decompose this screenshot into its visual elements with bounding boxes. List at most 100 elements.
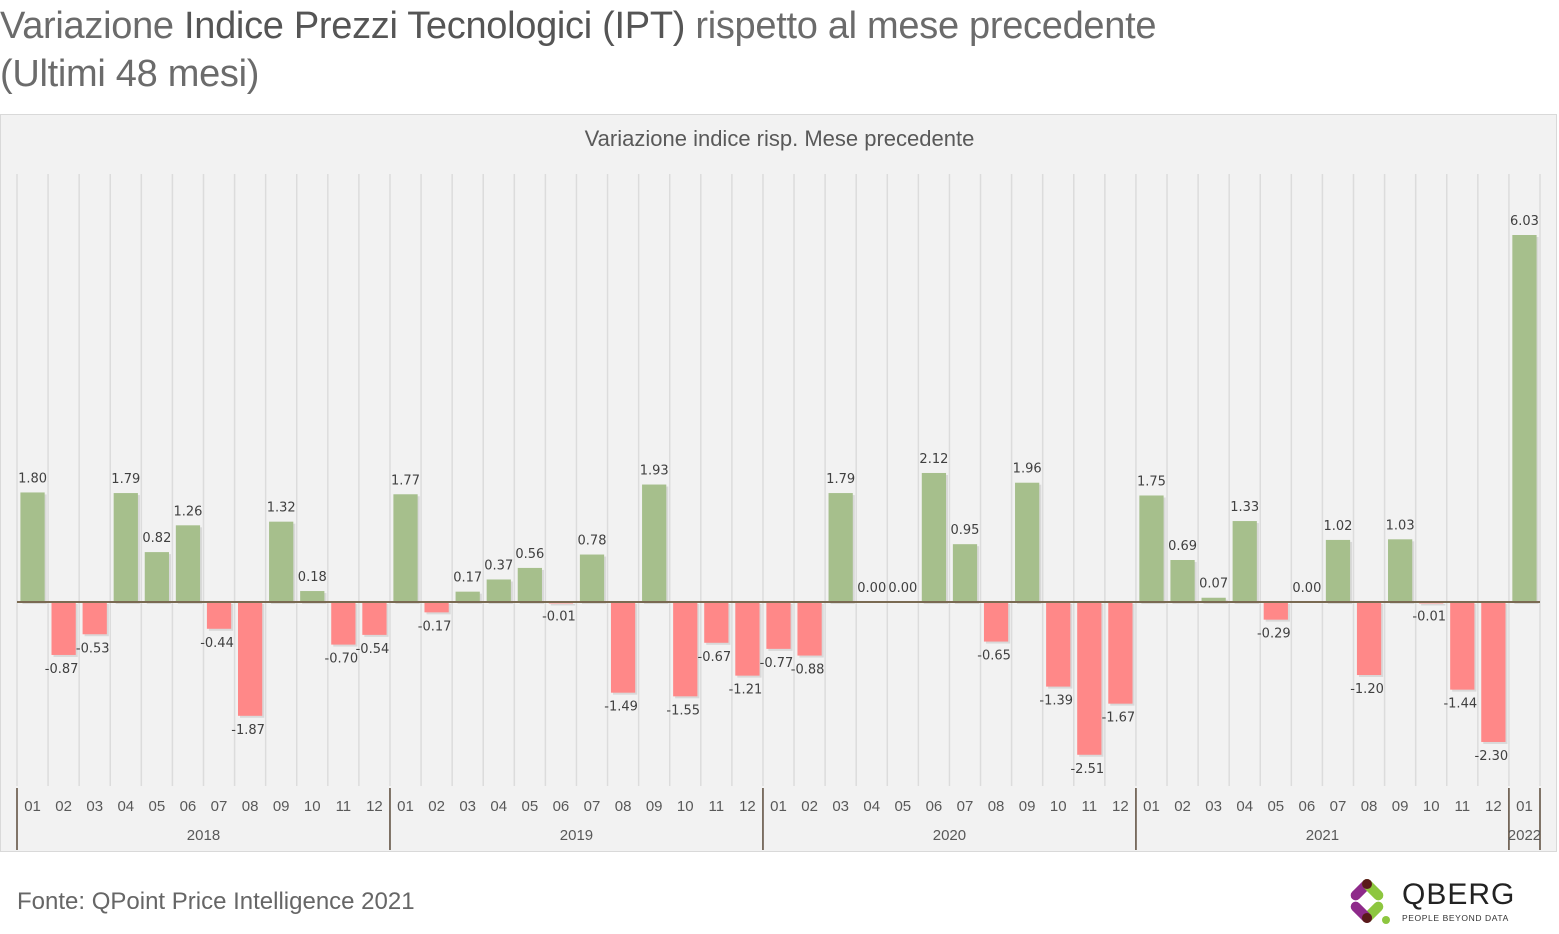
x-tick-label: 10 xyxy=(1050,798,1067,815)
x-tick-label: 11 xyxy=(1455,798,1471,815)
data-label: 6.03 xyxy=(1510,214,1539,229)
bar xyxy=(579,554,605,602)
chart-title: Variazione indice risp. Mese precedente xyxy=(584,126,975,151)
bar xyxy=(269,521,294,602)
bar xyxy=(1139,495,1164,602)
x-tick-label: 04 xyxy=(490,798,507,815)
bar xyxy=(610,602,636,693)
bar xyxy=(300,591,325,602)
data-label: -1.87 xyxy=(231,723,265,738)
data-label: -1.55 xyxy=(666,703,700,718)
data-label: -1.44 xyxy=(1443,697,1477,712)
data-label: 0.82 xyxy=(142,531,171,546)
x-tick-label: 02 xyxy=(801,798,818,815)
x-tick-label: 02 xyxy=(55,798,72,815)
x-tick-label: 01 xyxy=(24,798,41,815)
bar xyxy=(237,602,263,716)
x-tick-label: 03 xyxy=(1205,798,1222,815)
data-label: -1.21 xyxy=(729,683,763,698)
bar xyxy=(1450,602,1475,690)
bar xyxy=(206,602,232,629)
bar xyxy=(424,602,449,613)
x-tick-label: 08 xyxy=(1361,798,1378,815)
bar xyxy=(393,494,418,602)
year-label: 2019 xyxy=(560,827,593,844)
bar xyxy=(455,591,480,602)
bar xyxy=(642,484,667,602)
bar xyxy=(797,602,822,656)
x-tick-label: 12 xyxy=(1112,798,1129,815)
data-label: 1.79 xyxy=(826,472,855,487)
x-tick-label: 06 xyxy=(1299,798,1316,815)
data-label: 0.56 xyxy=(515,547,544,562)
data-label: -0.17 xyxy=(418,619,452,634)
qberg-logo: QBERG PEOPLE BEYOND DATA xyxy=(1340,876,1540,926)
data-label: 0.07 xyxy=(1199,577,1228,592)
data-label: 0.00 xyxy=(1292,581,1321,596)
data-label: 1.02 xyxy=(1323,519,1352,534)
x-tick-label: 05 xyxy=(1267,798,1284,815)
x-tick-label: 12 xyxy=(366,798,383,815)
data-label: 1.96 xyxy=(1013,462,1042,477)
data-label: -0.87 xyxy=(45,662,79,677)
x-tick-label: 07 xyxy=(957,798,974,815)
x-tick-label: 05 xyxy=(522,798,539,815)
x-tick-label: 02 xyxy=(428,798,445,815)
data-label: -2.30 xyxy=(1475,749,1509,764)
data-label: -0.29 xyxy=(1257,627,1291,642)
data-label: 0.78 xyxy=(578,534,607,549)
data-label: -0.77 xyxy=(760,656,794,671)
data-label: -1.39 xyxy=(1039,694,1073,709)
data-label: 1.80 xyxy=(18,471,47,486)
logo-tagline: PEOPLE BEYOND DATA xyxy=(1402,913,1509,923)
x-tick-label: 08 xyxy=(615,798,632,815)
data-label: -1.67 xyxy=(1102,711,1136,726)
bar xyxy=(1201,597,1226,602)
data-label: 1.77 xyxy=(391,473,420,488)
data-label: -0.88 xyxy=(791,663,825,678)
bar xyxy=(704,602,729,643)
bar xyxy=(517,567,542,602)
title-suffix: rispetto al mese precedente xyxy=(685,5,1157,47)
bar xyxy=(82,602,107,635)
x-tick-label: 03 xyxy=(459,798,476,815)
bar xyxy=(1481,602,1506,742)
bar xyxy=(1512,235,1537,602)
data-label: -2.51 xyxy=(1070,762,1104,777)
data-label: 0.95 xyxy=(951,523,980,538)
bar xyxy=(1263,602,1288,620)
x-tick-label: 01 xyxy=(1143,798,1160,815)
data-label: 2.12 xyxy=(919,452,948,467)
x-tick-label: 09 xyxy=(1019,798,1036,815)
bar xyxy=(175,525,201,602)
bar xyxy=(144,552,169,602)
title-prefix: Variazione xyxy=(0,5,184,47)
x-tick-label: 07 xyxy=(1330,798,1347,815)
bar xyxy=(1170,560,1195,602)
x-tick-label: 06 xyxy=(180,798,197,815)
x-tick-label: 11 xyxy=(709,798,725,815)
bar xyxy=(673,602,698,697)
bar-shadow xyxy=(550,604,576,606)
x-tick-label: 10 xyxy=(1423,798,1440,815)
title-line-1: Variazione Indice Prezzi Tecnologici (IP… xyxy=(0,2,1156,50)
x-tick-label: 06 xyxy=(553,798,570,815)
bar xyxy=(766,602,791,649)
x-tick-label: 12 xyxy=(1485,798,1502,815)
bar xyxy=(1108,602,1133,704)
x-tick-label: 11 xyxy=(1082,798,1098,815)
data-label: 0.17 xyxy=(453,571,482,586)
x-tick-label: 08 xyxy=(242,798,259,815)
x-tick-label: 04 xyxy=(117,798,134,815)
x-tick-label: 11 xyxy=(336,798,352,815)
bar xyxy=(1046,602,1071,687)
data-label: 0.37 xyxy=(484,558,513,573)
x-tick-label: 03 xyxy=(86,798,103,815)
bar xyxy=(362,602,387,635)
x-tick-label: 01 xyxy=(1516,798,1533,815)
year-label: 2018 xyxy=(187,827,220,844)
data-label: 1.93 xyxy=(640,464,669,479)
year-label: 2021 xyxy=(1306,827,1339,844)
x-tick-label: 07 xyxy=(211,798,228,815)
